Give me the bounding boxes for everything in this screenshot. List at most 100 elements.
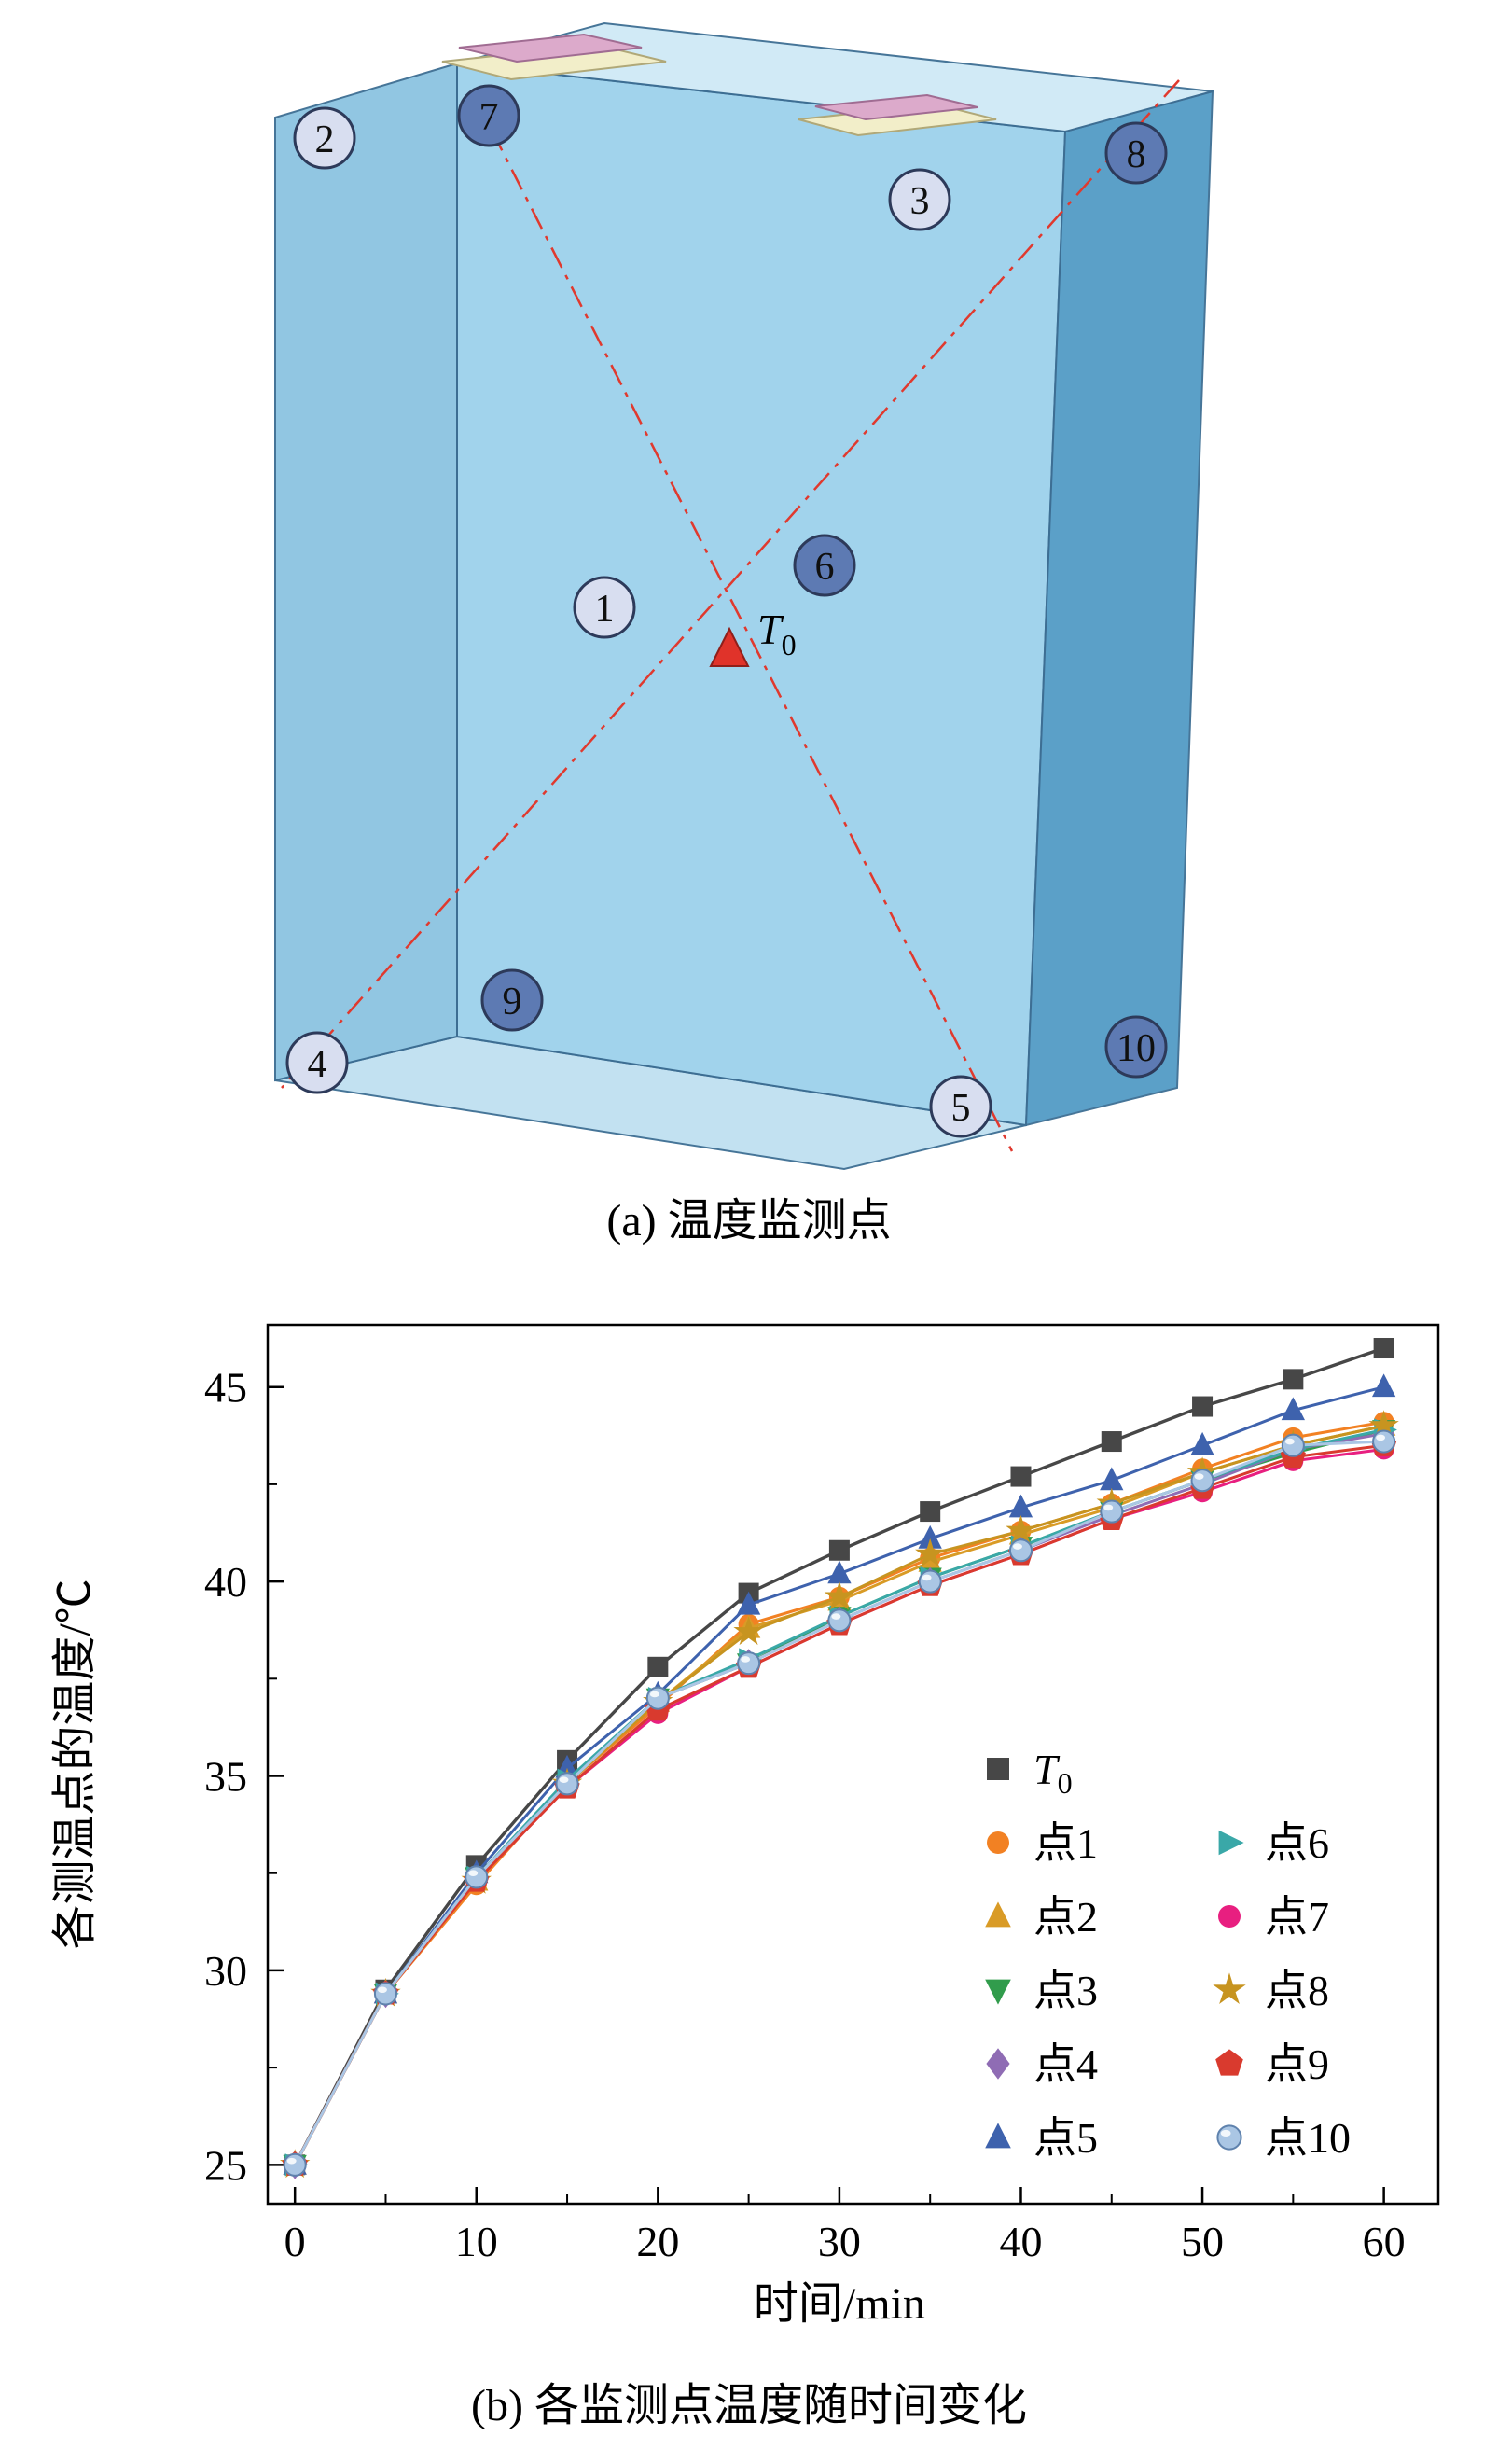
x-tick-label: 0 xyxy=(284,2218,306,2265)
marker-triangle-up xyxy=(1008,1494,1033,1518)
marker-pentagon xyxy=(1215,2049,1243,2076)
marker-star xyxy=(915,1538,946,1567)
marker-sphere xyxy=(645,1686,670,1710)
monitor-point-circle xyxy=(573,576,636,639)
monitor-point-number: 2 xyxy=(315,118,335,161)
legend-item-p7: 点7 xyxy=(1218,1893,1329,1941)
t0-label: T0 xyxy=(757,606,797,661)
monitor-point-4: 4 xyxy=(285,1031,349,1094)
legend-label-p7: 点7 xyxy=(1265,1893,1329,1941)
monitor-point-circle xyxy=(888,168,951,231)
monitor-point-6: 6 xyxy=(793,534,856,597)
legend-label-T0: T0 xyxy=(1033,1746,1073,1800)
x-axis-label: 时间/min xyxy=(754,2279,925,2329)
legend-item-p6: 点6 xyxy=(1218,1819,1329,1867)
marker-sphere-highlight xyxy=(1376,1434,1386,1441)
monitor-point-circle xyxy=(457,84,520,147)
series-p10 xyxy=(283,1429,1396,2177)
x-tick-label: 40 xyxy=(999,2218,1042,2265)
marker-square xyxy=(1010,1466,1032,1487)
monitor-point-circle xyxy=(1104,1015,1168,1079)
marker-sphere xyxy=(1100,1499,1124,1524)
marker-sphere-highlight xyxy=(649,1691,659,1698)
marker-sphere xyxy=(555,1772,579,1796)
marker-sphere-highlight xyxy=(286,2157,297,2165)
marker-circle xyxy=(987,1831,1009,1854)
marker-square xyxy=(1283,1369,1304,1390)
marker-sphere xyxy=(1190,1469,1214,1493)
marker-triangle-up xyxy=(918,1524,942,1549)
legend-item-p2: 点2 xyxy=(985,1893,1098,1941)
y-tick-label: 45 xyxy=(204,1364,247,1412)
marker-sphere-highlight xyxy=(468,1870,479,1876)
marker-square xyxy=(920,1501,941,1523)
crosshair-line-2 xyxy=(281,79,1180,1089)
monitor-point-5: 5 xyxy=(929,1075,992,1138)
monitor-point-circle xyxy=(293,106,356,170)
monitor-point-8: 8 xyxy=(1104,121,1168,185)
marker-triangle-right xyxy=(1218,1830,1244,1856)
marker-sphere xyxy=(465,1865,489,1889)
marker-sphere-highlight xyxy=(378,1986,387,1994)
terminal-top xyxy=(458,33,643,63)
marker-sphere-highlight xyxy=(741,1656,751,1663)
monitor-point-2: 2 xyxy=(293,106,356,170)
battery-left-face xyxy=(274,62,458,1082)
marker-sphere-highlight xyxy=(1013,1543,1022,1550)
monitor-point-number: 5 xyxy=(951,1087,971,1130)
monitor-point-number: 4 xyxy=(308,1043,327,1086)
legend-label-p10: 点10 xyxy=(1265,2114,1351,2162)
monitor-point-circle xyxy=(480,968,544,1032)
axes: 0 10 20 30 40 50 60 25 30 35 40 45 xyxy=(204,1364,1406,2265)
legend-item-p3: 点3 xyxy=(985,1967,1098,2014)
monitor-point-number: 10 xyxy=(1117,1027,1156,1070)
t0-marker-triangle xyxy=(709,626,750,667)
marker-star xyxy=(1006,1514,1036,1544)
monitor-point-number: 1 xyxy=(595,588,615,631)
monitor-point-3: 3 xyxy=(888,168,951,231)
legend-item-p8: 点8 xyxy=(1213,1967,1329,2014)
marker-sphere xyxy=(918,1569,942,1594)
marker-circle xyxy=(1218,1905,1241,1928)
marker-square xyxy=(647,1656,669,1677)
battery-monitoring-diagram: T0 2 7 3 8 1 6 9 4 5 10 xyxy=(274,21,1214,1171)
legend-label-p2: 点2 xyxy=(1033,1893,1098,1941)
marker-sphere xyxy=(373,1982,398,2006)
marker-triangle-up xyxy=(918,1549,942,1572)
marker-sphere xyxy=(1372,1429,1396,1454)
legend-label-p5: 点5 xyxy=(1033,2114,1098,2162)
marker-triangle-down xyxy=(985,1979,1011,2005)
y-tick-label: 25 xyxy=(204,2141,247,2189)
marker-sphere-highlight xyxy=(559,1776,569,1783)
monitor-point-7: 7 xyxy=(457,84,520,147)
x-tick-label: 60 xyxy=(1363,2218,1406,2265)
marker-triangle-up xyxy=(1100,1467,1124,1491)
legend-label-p6: 点6 xyxy=(1265,1819,1329,1867)
x-tick-label: 20 xyxy=(636,2218,679,2265)
marker-square xyxy=(987,1758,1009,1780)
x-tick-label: 10 xyxy=(455,2218,498,2265)
marker-diamond xyxy=(986,2048,1010,2080)
marker-square xyxy=(1101,1431,1122,1453)
y-tick-label: 30 xyxy=(204,1947,247,1995)
legend-item-p4: 点4 xyxy=(986,2040,1098,2088)
marker-sphere xyxy=(1216,2124,1242,2151)
marker-sphere-highlight xyxy=(831,1613,841,1620)
temperature-vs-time-chart: 0 10 20 30 40 50 60 25 30 35 40 45 各测温点的温度/℃ 时间/min T0… xyxy=(50,1323,1440,2329)
monitor-point-circle xyxy=(285,1031,349,1094)
monitor-points-group: 2 7 3 8 1 6 9 4 5 10 xyxy=(285,84,1168,1138)
marker-square xyxy=(828,1539,850,1561)
marker-star xyxy=(1368,1410,1399,1440)
monitor-point-number: 6 xyxy=(815,546,835,589)
monitor-point-number: 7 xyxy=(479,96,499,139)
marker-triangle-up xyxy=(737,1591,761,1615)
legend-item-p10: 点10 xyxy=(1216,2114,1351,2162)
monitor-point-circle xyxy=(929,1075,992,1138)
y-tick-label: 35 xyxy=(204,1753,247,1801)
legend-item-T0: T0 xyxy=(987,1746,1073,1800)
marker-sphere-highlight xyxy=(1220,2129,1231,2137)
legend-label-p1: 点1 xyxy=(1033,1819,1098,1867)
monitor-point-9: 9 xyxy=(480,968,544,1032)
y-tick-label: 40 xyxy=(204,1558,247,1606)
battery-terminal-right xyxy=(798,93,997,137)
